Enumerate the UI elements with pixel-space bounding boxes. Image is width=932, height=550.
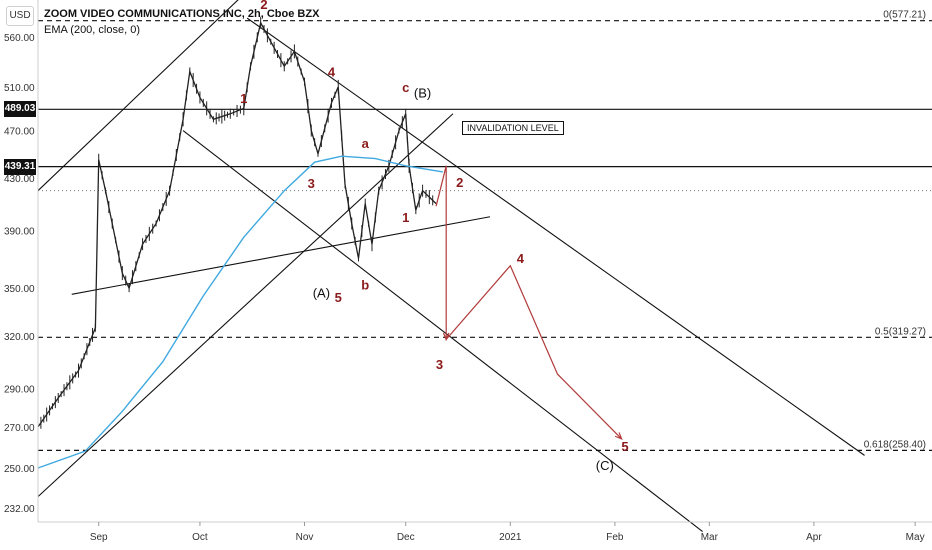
wave-label: 5 [335, 290, 342, 305]
x-tick-label: Apr [806, 532, 822, 543]
trend-lines [37, 0, 865, 532]
x-tick-label: Oct [192, 532, 208, 543]
x-tick-label: Nov [296, 532, 314, 543]
wave-label: (B) [414, 85, 431, 100]
x-tick-label: Dec [397, 532, 415, 543]
y-tick-label: 390.00 [4, 226, 35, 237]
y-tick-label: 270.00 [4, 423, 35, 434]
projection-path-line [435, 165, 623, 440]
axes: 232.00 250.00 270.00 290.00 320.00 350.00 390.… [4, 0, 932, 543]
y-tick-label: 350.00 [4, 284, 35, 295]
wave-label: 3 [308, 176, 315, 191]
wave-label: 2 [260, 0, 267, 12]
trend-line [246, 17, 865, 456]
price-line [37, 20, 437, 428]
trend-line [37, 113, 454, 497]
wave-label: 1 [402, 210, 409, 225]
indicator-legend: EMA (200, close, 0) [44, 24, 140, 36]
price-tag-lower: 439.31 [4, 158, 36, 175]
chart-header: ZOOM VIDEO COMMUNICATIONS INC, 2h, Cboe … [44, 6, 319, 38]
wave-label: 2 [456, 175, 463, 190]
wave-label: 5 [621, 439, 628, 454]
ema-200-line [37, 155, 443, 469]
wave-label: c [402, 80, 409, 95]
ema-line [37, 155, 443, 469]
currency-badge[interactable]: USD [6, 6, 34, 26]
invalidation-level-label: INVALIDATION LEVEL [462, 121, 564, 135]
wave-label: (C) [596, 458, 614, 473]
y-tick-label: 470.00 [4, 127, 35, 138]
y-tick-label: 510.00 [4, 83, 35, 94]
x-tick-label: Feb [606, 532, 624, 543]
horizontal-levels: 0(577.21) 0.5(319.27) 0.618(258.40) [38, 10, 932, 451]
x-tick-label: May [906, 532, 925, 543]
x-tick-label: 2021 [499, 532, 522, 543]
wave-label: 4 [517, 251, 525, 266]
y-tick-label: 430.00 [4, 174, 35, 185]
fib-level-label: 0(577.21) [883, 10, 926, 21]
y-tick-label: 250.00 [4, 464, 35, 475]
x-tick-label: Sep [90, 532, 108, 543]
symbol-title: ZOOM VIDEO COMMUNICATIONS INC, 2h, Cboe … [44, 8, 320, 20]
y-tick-label: 290.00 [4, 385, 35, 396]
trend-line [182, 130, 703, 532]
wave-label: 3 [436, 357, 443, 372]
fib-level-label: 0.618(258.40) [864, 439, 926, 450]
projection-arrowhead [614, 432, 623, 441]
price-series [37, 16, 437, 430]
wave-label: (A) [313, 285, 330, 300]
trend-line [37, 0, 239, 192]
wave-labels: 2 1 4 3 a c (B) 1 2 (A) 5 b 4 3 5 (C) [240, 0, 628, 473]
wave-label: 1 [240, 91, 247, 106]
fib-level-label: 0.5(319.27) [875, 326, 926, 337]
wave-label: 4 [328, 65, 336, 80]
y-tick-label: 560.00 [4, 33, 35, 44]
wave-label: a [362, 136, 370, 151]
y-tick-label: 232.00 [4, 504, 35, 515]
trend-line [71, 216, 491, 295]
y-tick-label: 320.00 [4, 332, 35, 343]
projection-path [435, 165, 623, 441]
projection-arrowhead [442, 332, 450, 341]
price-tag-upper: 489.03 [4, 101, 36, 118]
x-tick-label: Mar [701, 532, 719, 543]
wave-label: b [361, 278, 369, 293]
